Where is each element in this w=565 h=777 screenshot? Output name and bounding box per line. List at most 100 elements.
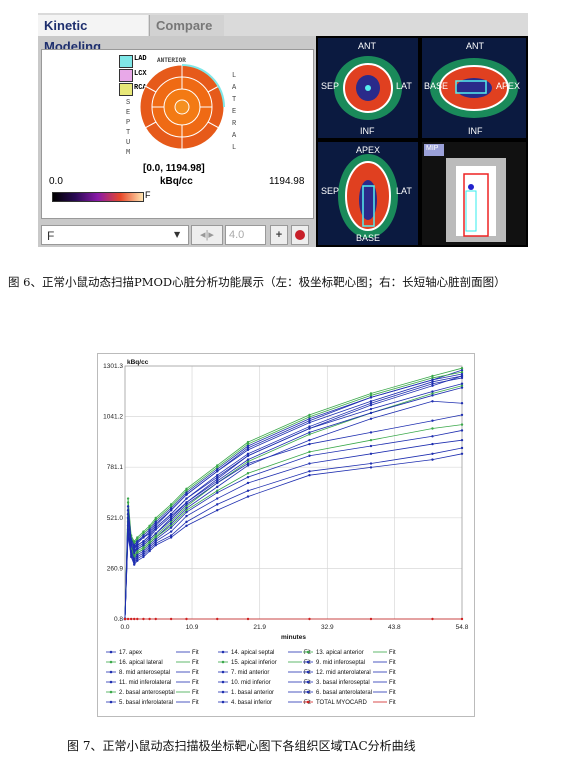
- tab-kinetic-modeling[interactable]: Kinetic Modeling: [38, 15, 148, 54]
- legend-entry: TOTAL MYOCARD: [316, 700, 368, 706]
- data-point: [369, 438, 373, 442]
- series-line: [124, 367, 463, 620]
- data-point: [185, 524, 188, 527]
- prev-next-icon[interactable]: ◂|▸: [191, 225, 223, 245]
- record-button[interactable]: [291, 225, 309, 245]
- y-tick-label: 1301.3: [103, 363, 123, 370]
- y-tick-label: 1041.2: [103, 414, 123, 421]
- polar-map-panel: LAD LCX RCA ANTERIOR LATERAL SEPTUM [0.0…: [41, 49, 314, 219]
- data-point: [308, 415, 311, 419]
- data-point: [369, 411, 373, 415]
- parameter-select[interactable]: F: [41, 225, 189, 245]
- polar-bullseye[interactable]: [137, 62, 227, 152]
- data-point: [246, 446, 250, 450]
- legend-entry: 8. mid anteroseptal: [119, 670, 170, 676]
- legend-entry: 11. mid inferolateral: [119, 680, 171, 686]
- data-point: [216, 470, 219, 473]
- s2-top-label: ANT: [466, 41, 484, 51]
- data-point: [308, 421, 311, 424]
- data-point: [148, 549, 151, 553]
- data-point: [431, 376, 434, 380]
- data-point: [154, 536, 157, 539]
- data-point: [246, 440, 250, 444]
- data-point: [126, 505, 130, 508]
- data-point: [216, 473, 219, 477]
- y-tick-label: 0.8: [114, 616, 123, 623]
- s2-bottom-label: INF: [468, 126, 483, 136]
- data-point: [169, 512, 173, 516]
- data-point: [431, 442, 434, 446]
- data-point: [216, 503, 219, 506]
- data-point: [148, 530, 151, 533]
- legend-fit-label: Fit: [192, 650, 199, 656]
- scale-min: 0.0: [49, 176, 63, 187]
- lcx-label: LCX: [134, 70, 147, 78]
- legend-marker: [109, 670, 113, 674]
- legend-marker: [221, 690, 225, 694]
- legend-marker: [109, 680, 113, 684]
- data-point: [154, 528, 157, 531]
- s3-right-label: LAT: [396, 186, 412, 196]
- data-point: [169, 507, 173, 510]
- legend-fit-label: Fit: [192, 700, 199, 706]
- data-point: [148, 544, 151, 547]
- chevron-down-icon[interactable]: ▼: [174, 230, 181, 239]
- data-point: [460, 423, 464, 426]
- data-point: [216, 617, 219, 621]
- data-point: [133, 617, 136, 621]
- y-tick-label: 260.9: [107, 565, 124, 572]
- number-input[interactable]: 4.0: [225, 225, 266, 245]
- data-point: [142, 544, 145, 547]
- data-point: [185, 503, 188, 506]
- legend-entry: 7. mid anterior: [231, 670, 269, 676]
- data-point: [129, 544, 133, 547]
- data-point: [148, 542, 151, 545]
- data-point: [246, 481, 250, 485]
- data-point: [133, 563, 136, 566]
- series-line: [124, 385, 463, 620]
- data-point: [142, 551, 145, 555]
- series-line: [124, 453, 463, 620]
- legend-fit-label: Fit: [389, 680, 396, 686]
- scale-max: 1194.98: [269, 176, 305, 187]
- legend-entry: 12. mid anterolateral: [316, 670, 371, 676]
- data-point: [154, 532, 157, 535]
- series-line: [124, 373, 463, 620]
- data-point: [126, 516, 130, 520]
- legend-marker: [109, 650, 113, 654]
- data-point: [154, 534, 157, 537]
- legend-entry: 10. mid inferior: [231, 680, 271, 686]
- data-point: [460, 438, 464, 442]
- data-point: [460, 382, 464, 385]
- data-point: [185, 510, 188, 514]
- heart-slice-images[interactable]: [316, 36, 528, 247]
- data-point: [369, 403, 373, 407]
- series-line: [124, 414, 463, 620]
- data-point: [369, 466, 373, 469]
- data-point: [142, 542, 145, 545]
- tab-bar: Kinetic Modeling Compare: [38, 13, 528, 54]
- data-point: [136, 551, 139, 555]
- data-point: [369, 396, 373, 399]
- data-point: [431, 374, 434, 378]
- data-point: [142, 555, 145, 559]
- data-point: [142, 532, 145, 535]
- data-point: [308, 431, 311, 434]
- x-tick-label: 10.9: [186, 624, 199, 631]
- series-line: [124, 375, 463, 620]
- data-point: [185, 491, 188, 494]
- tac-chart-frame: 0.0 10.9 21.9 32.9 43.8 54.8 0.8 260.9 521.0 781.…: [97, 353, 475, 717]
- data-point: [169, 617, 173, 621]
- legend-entry: 14. apical septal: [231, 650, 274, 656]
- data-point: [460, 368, 464, 372]
- data-point: [185, 507, 188, 510]
- s1-left-label: SEP: [321, 81, 340, 91]
- data-point: [308, 450, 311, 454]
- data-point: [142, 553, 145, 557]
- data-point: [431, 392, 434, 395]
- tab-compare[interactable]: Compare: [149, 15, 224, 36]
- x-tick-label: 43.8: [388, 624, 401, 631]
- record-icon: [295, 230, 305, 240]
- add-button[interactable]: +: [270, 225, 288, 245]
- series-line: [124, 439, 463, 620]
